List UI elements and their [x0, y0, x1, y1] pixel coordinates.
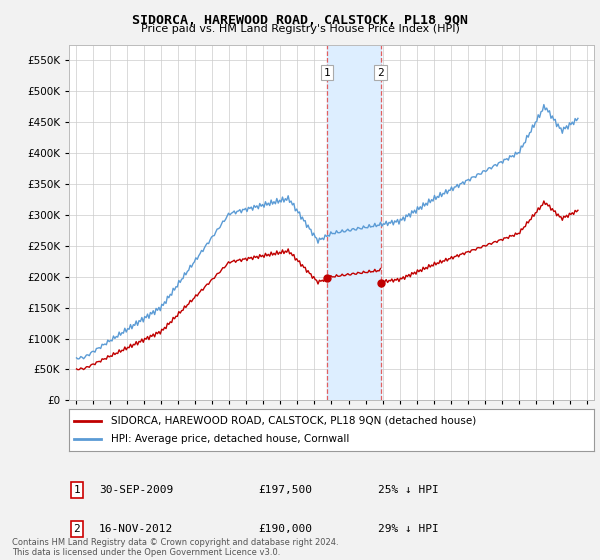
Text: HPI: Average price, detached house, Cornwall: HPI: Average price, detached house, Corn…	[111, 434, 349, 444]
Bar	[327, 45, 380, 400]
Text: 16-NOV-2012: 16-NOV-2012	[99, 524, 173, 534]
Text: SIDORCA, HAREWOOD ROAD, CALSTOCK, PL18 9QN: SIDORCA, HAREWOOD ROAD, CALSTOCK, PL18 9…	[132, 14, 468, 27]
Text: 30-SEP-2009: 30-SEP-2009	[99, 485, 173, 495]
Text: Price paid vs. HM Land Registry's House Price Index (HPI): Price paid vs. HM Land Registry's House …	[140, 24, 460, 34]
Text: SIDORCA, HAREWOOD ROAD, CALSTOCK, PL18 9QN (detached house): SIDORCA, HAREWOOD ROAD, CALSTOCK, PL18 9…	[111, 416, 476, 426]
Text: 25% ↓ HPI: 25% ↓ HPI	[378, 485, 439, 495]
Text: Contains HM Land Registry data © Crown copyright and database right 2024.
This d: Contains HM Land Registry data © Crown c…	[12, 538, 338, 557]
Text: 1: 1	[324, 68, 331, 78]
Text: £190,000: £190,000	[258, 524, 312, 534]
Text: 2: 2	[377, 68, 384, 78]
Text: £197,500: £197,500	[258, 485, 312, 495]
Text: 1: 1	[73, 485, 80, 495]
Text: 29% ↓ HPI: 29% ↓ HPI	[378, 524, 439, 534]
Text: 2: 2	[73, 524, 80, 534]
